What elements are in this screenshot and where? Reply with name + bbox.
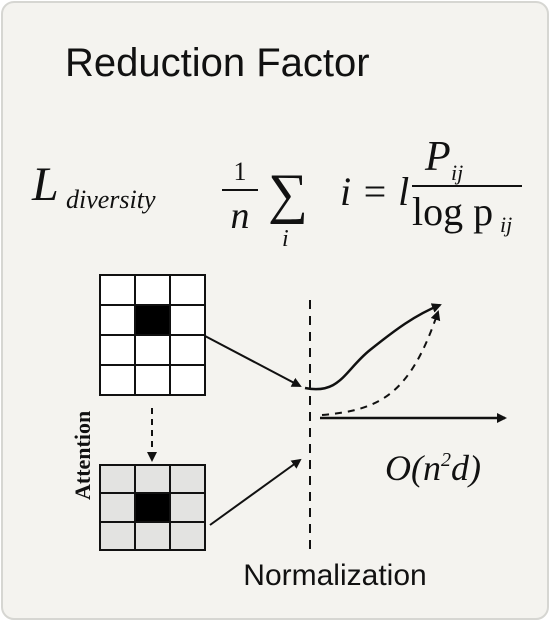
formula-l: L xyxy=(31,158,59,211)
dashed-curve xyxy=(321,310,441,416)
formula-denominator-sub: ij xyxy=(500,212,512,237)
attention-label: Attention xyxy=(70,411,95,500)
attention-grid-top xyxy=(99,274,206,396)
complexity-base: O(n xyxy=(385,448,441,488)
formula-fraction-den: n xyxy=(231,195,250,237)
formula-sum-index: i xyxy=(282,226,289,252)
formula-numerator-sub: ij xyxy=(451,160,463,185)
complexity: O(n2d) xyxy=(385,448,481,488)
formula: L diversity 1 n ∑ i i = l P ij log p ij xyxy=(31,134,522,252)
formula-sum: ∑ xyxy=(268,163,308,225)
arrow xyxy=(204,335,302,387)
formula-subscript: diversity xyxy=(66,185,156,214)
formula-fraction-num: 1 xyxy=(234,157,247,186)
normalization-label: Normalization xyxy=(243,559,426,592)
attention-grid-bottom xyxy=(99,464,206,551)
complexity-exp: 2 xyxy=(441,449,451,471)
formula-denominator: log p xyxy=(412,189,493,234)
title: Reduction Factor xyxy=(65,41,370,85)
curve-arrow xyxy=(304,303,442,391)
formula-middle: i = l xyxy=(340,169,409,214)
arrow xyxy=(209,458,302,526)
complexity-tail: d) xyxy=(451,448,481,488)
formula-numerator: P xyxy=(424,134,451,180)
